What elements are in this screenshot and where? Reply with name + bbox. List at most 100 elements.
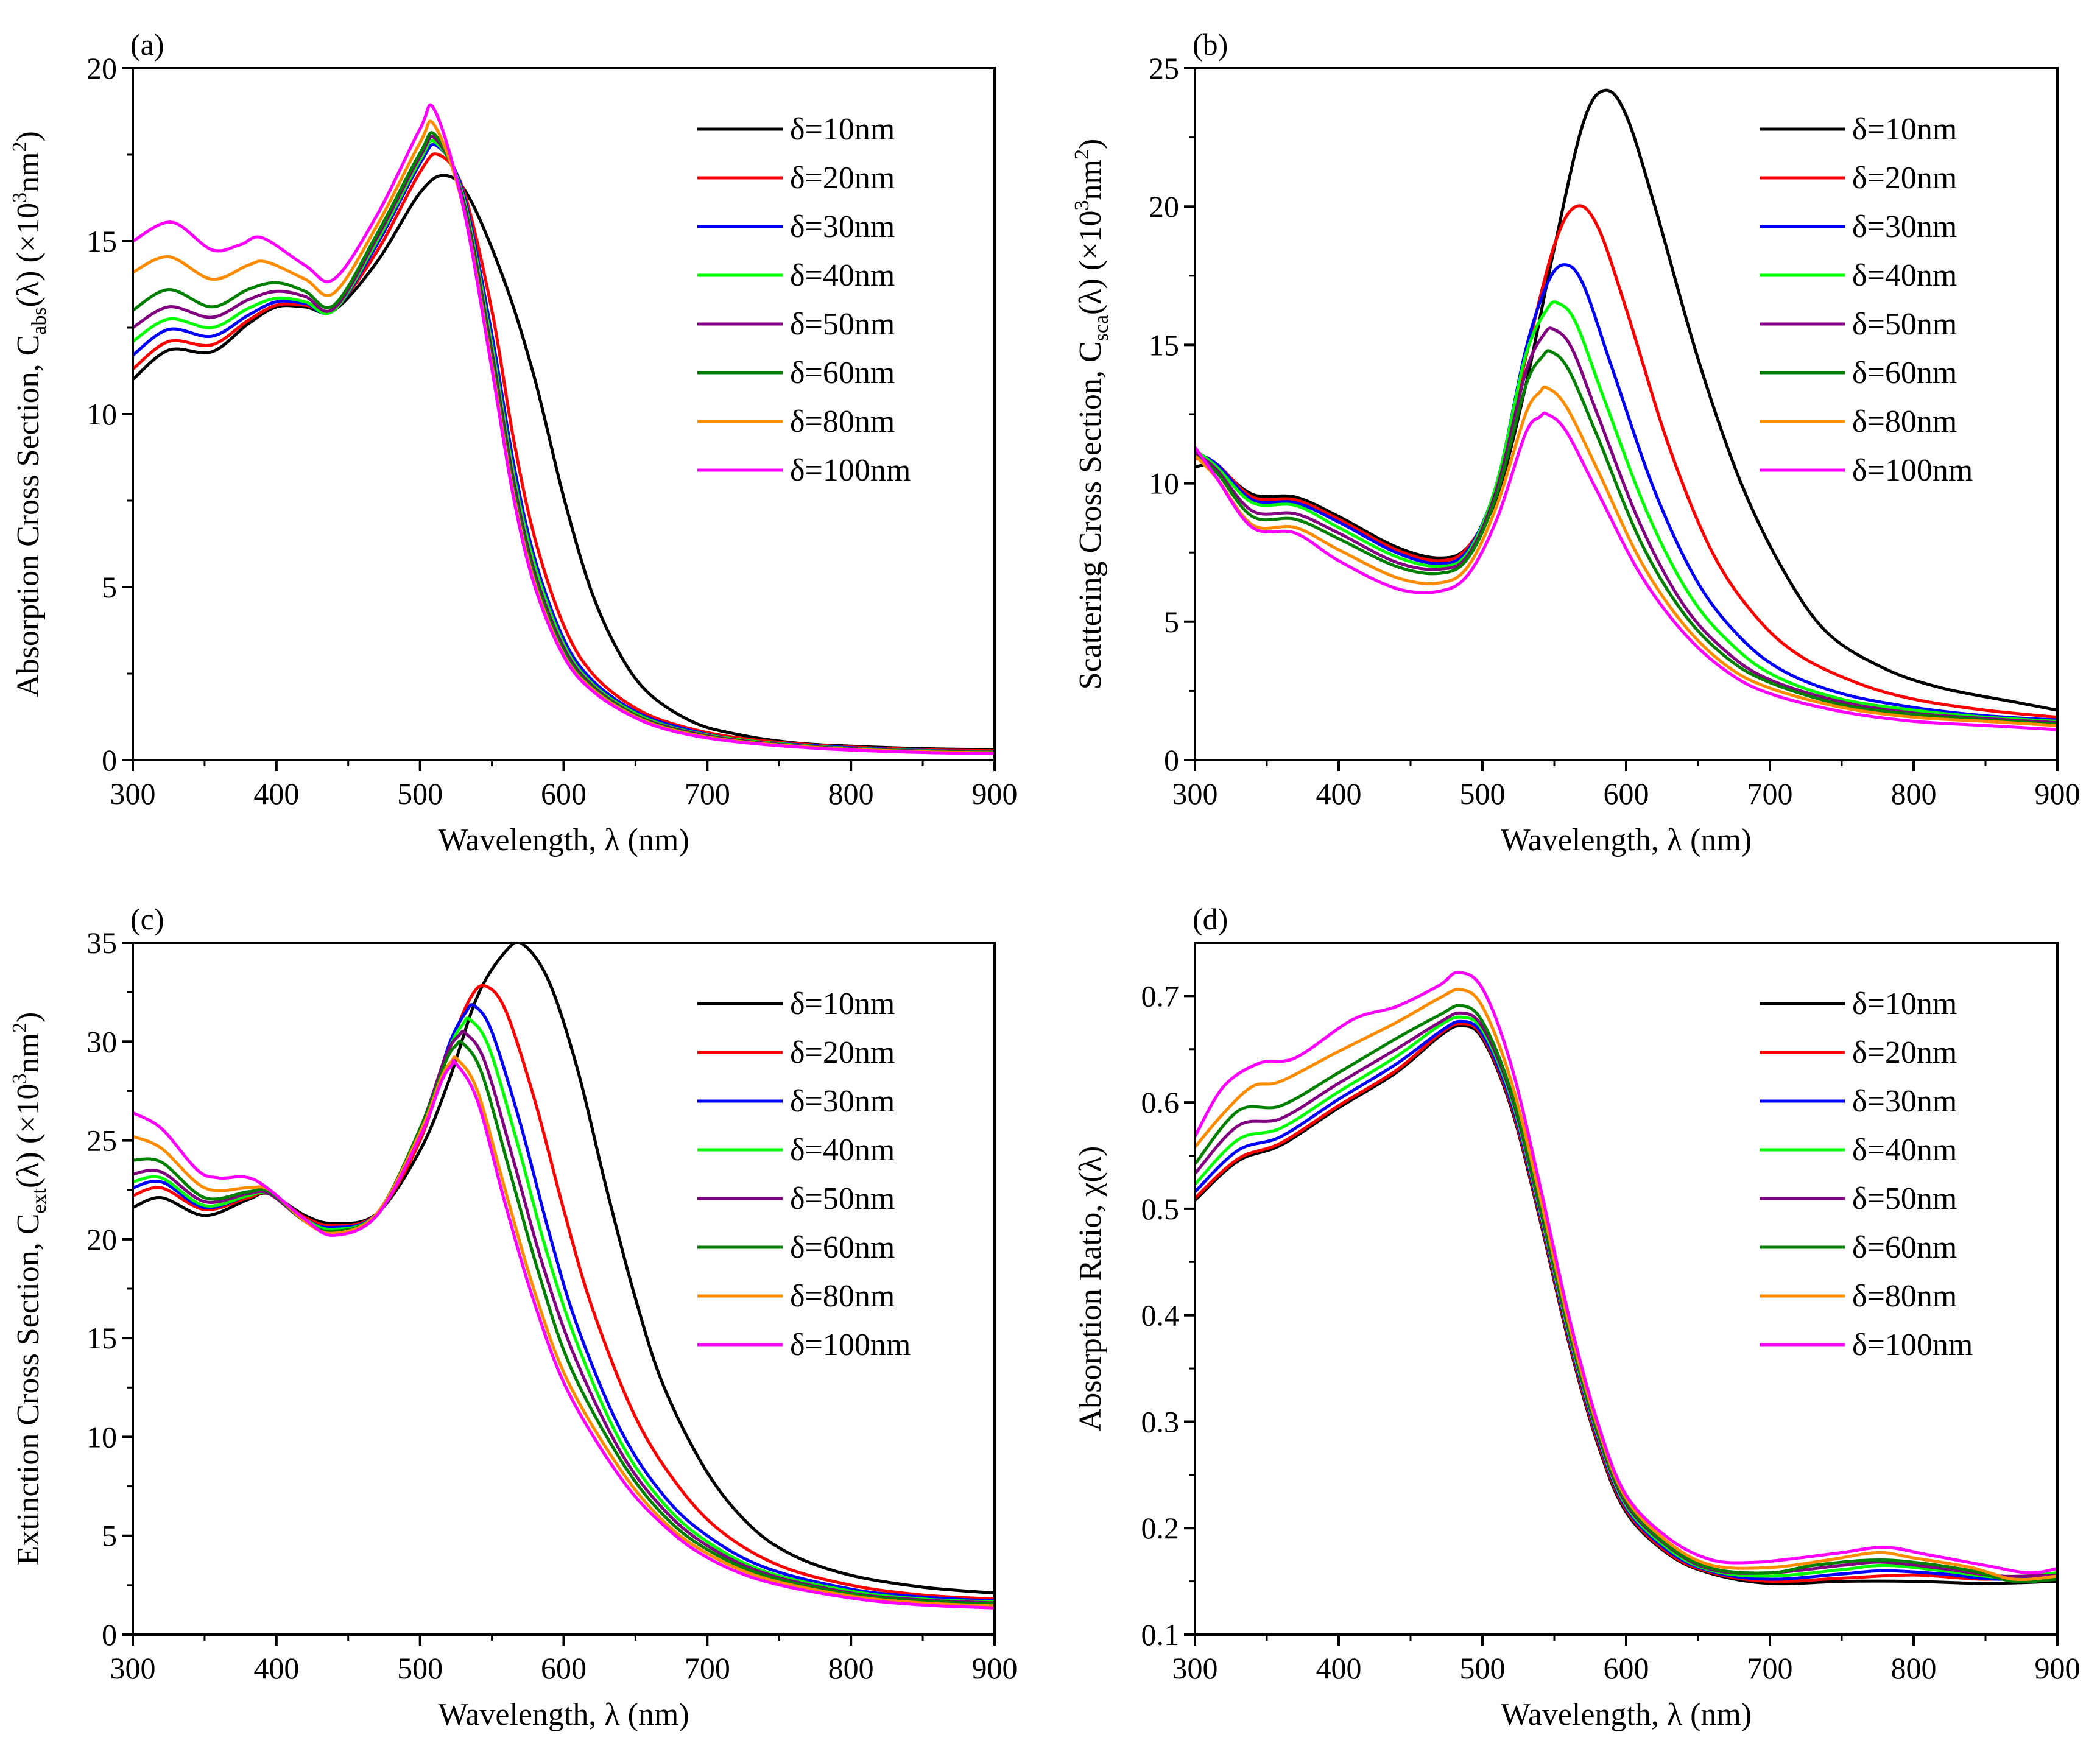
legend-label: δ=100nm xyxy=(790,453,911,488)
panel-label: (a) xyxy=(130,27,164,62)
legend-label: δ=10nm xyxy=(1852,987,1957,1021)
x-tick-label: 400 xyxy=(1316,1651,1362,1685)
panel-label: (c) xyxy=(130,902,164,936)
y-tick-label: 20 xyxy=(86,1222,117,1256)
y-tick-label: 15 xyxy=(86,224,117,258)
y-tick-label: 0 xyxy=(1164,743,1179,777)
x-axis-title: Wavelength, λ (nm) xyxy=(1501,823,1752,857)
legend-label: δ=50nm xyxy=(790,307,895,342)
x-tick-label: 700 xyxy=(685,776,730,811)
y-tick-label: 20 xyxy=(1149,189,1179,224)
legend-label: δ=40nm xyxy=(790,258,895,293)
y-tick-label: 35 xyxy=(86,926,117,960)
legend-label: δ=50nm xyxy=(1852,307,1957,342)
y-tick-label: 20 xyxy=(86,51,117,85)
legend-label: δ=80nm xyxy=(790,404,895,439)
y-tick-label: 5 xyxy=(1164,605,1179,639)
legend-label: δ=20nm xyxy=(1852,161,1957,195)
x-tick-label: 700 xyxy=(1747,776,1793,811)
y-tick-label: 0.4 xyxy=(1141,1298,1180,1333)
series-group xyxy=(1195,971,2057,1586)
x-tick-label: 300 xyxy=(1172,776,1218,811)
y-axis-title: Absorption Ratio, χ(λ) xyxy=(1073,1146,1108,1432)
y-tick-label: 5 xyxy=(102,1519,117,1553)
x-tick-label: 400 xyxy=(253,1651,299,1685)
x-tick-label: 300 xyxy=(1172,1651,1218,1685)
x-tick-label: 800 xyxy=(828,1651,874,1685)
y-tick-label: 10 xyxy=(86,397,117,431)
x-tick-label: 500 xyxy=(1460,1651,1506,1685)
legend-label: δ=80nm xyxy=(1852,1279,1957,1314)
y-tick-label: 10 xyxy=(86,1420,117,1454)
y-tick-label: 0.2 xyxy=(1141,1511,1180,1545)
legend-label: δ=60nm xyxy=(1852,1230,1957,1265)
x-tick-label: 400 xyxy=(253,776,299,811)
y-tick-label: 0.7 xyxy=(1141,979,1180,1013)
legend-label: δ=30nm xyxy=(1852,1084,1957,1119)
panel-c: (c) 300 400 500 600 700 800 900 0 5 10 15 20 25 30 35 Wa… xyxy=(9,902,1018,1732)
legend-label: δ=10nm xyxy=(790,987,895,1021)
x-tick-label: 900 xyxy=(972,776,1018,811)
panel-label: (b) xyxy=(1193,27,1228,62)
x-axis-title: Wavelength, λ (nm) xyxy=(1501,1697,1752,1732)
series-line xyxy=(1195,326,2057,725)
legend-label: δ=60nm xyxy=(790,1230,895,1265)
x-tick-label: 400 xyxy=(1316,776,1362,811)
legend-label: δ=20nm xyxy=(790,161,895,195)
legend-label: δ=40nm xyxy=(790,1133,895,1167)
x-tick-label: 300 xyxy=(110,776,156,811)
y-tick-label: 10 xyxy=(1149,467,1179,501)
series-line xyxy=(1195,88,2057,712)
x-tick-label: 700 xyxy=(685,1651,730,1685)
series-line xyxy=(1195,349,2057,726)
series-line xyxy=(133,103,995,755)
series-line xyxy=(133,1040,995,1606)
y-tick-label: 5 xyxy=(102,570,117,604)
series-group xyxy=(133,103,995,755)
x-tick-label: 800 xyxy=(828,776,874,811)
series-line xyxy=(1195,300,2057,723)
y-tick-label: 25 xyxy=(1149,51,1179,85)
x-tick-label: 600 xyxy=(541,1651,587,1685)
legend-label: δ=100nm xyxy=(1852,453,1973,488)
x-tick-label: 900 xyxy=(2035,1651,2081,1685)
series-line xyxy=(1195,971,2057,1575)
x-tick-label: 600 xyxy=(1604,1651,1649,1685)
y-tick-label: 0.3 xyxy=(1141,1404,1180,1438)
legend-label: δ=20nm xyxy=(790,1035,895,1070)
series-group xyxy=(1195,88,2057,731)
legend-label: δ=30nm xyxy=(790,1084,895,1119)
x-tick-label: 700 xyxy=(1747,1651,1793,1685)
series-line xyxy=(1195,987,2057,1582)
legend-label: δ=60nm xyxy=(790,356,895,390)
x-tick-label: 900 xyxy=(972,1651,1018,1685)
series-line xyxy=(133,174,995,752)
y-tick-label: 0 xyxy=(102,1618,117,1652)
legend-label: δ=50nm xyxy=(790,1181,895,1216)
x-tick-label: 500 xyxy=(397,1651,443,1685)
x-axis-title: Wavelength, λ (nm) xyxy=(438,1697,689,1732)
x-tick-label: 900 xyxy=(2035,776,2081,811)
series-line xyxy=(133,152,995,753)
y-tick-label: 0 xyxy=(102,743,117,777)
series-line xyxy=(1195,385,2057,727)
x-tick-label: 800 xyxy=(1891,1651,1937,1685)
x-tick-label: 600 xyxy=(541,776,587,811)
legend-label: δ=20nm xyxy=(1852,1035,1957,1070)
x-axis-title: Wavelength, λ (nm) xyxy=(438,823,689,857)
legend-label: δ=60nm xyxy=(1852,356,1957,390)
legend-label: δ=10nm xyxy=(790,112,895,147)
series-line xyxy=(133,1058,995,1610)
y-axis-title: Extinction Cross Section, Cext(λ) (×103n… xyxy=(9,1012,51,1566)
panel-a: (a) 300 400 500 600 700 800 900 0 5 10 15 20 Waveleng… xyxy=(9,27,1018,857)
legend-label: δ=100nm xyxy=(1852,1328,1973,1362)
legend: δ=10nm δ=20nm δ=30nm δ=40nm δ=50nm δ=60nm δ=80… xyxy=(697,112,911,488)
legend: δ=10nm δ=20nm δ=30nm δ=40nm δ=50nm δ=60nm δ=80… xyxy=(1760,987,1973,1362)
y-tick-label: 15 xyxy=(86,1321,117,1355)
legend-label: δ=40nm xyxy=(1852,258,1957,293)
legend-label: δ=80nm xyxy=(790,1279,895,1314)
series-line xyxy=(1195,204,2057,719)
y-axis-title: Scattering Cross Section, Csca(λ) (×103n… xyxy=(1071,139,1113,690)
legend-label: δ=10nm xyxy=(1852,112,1957,147)
